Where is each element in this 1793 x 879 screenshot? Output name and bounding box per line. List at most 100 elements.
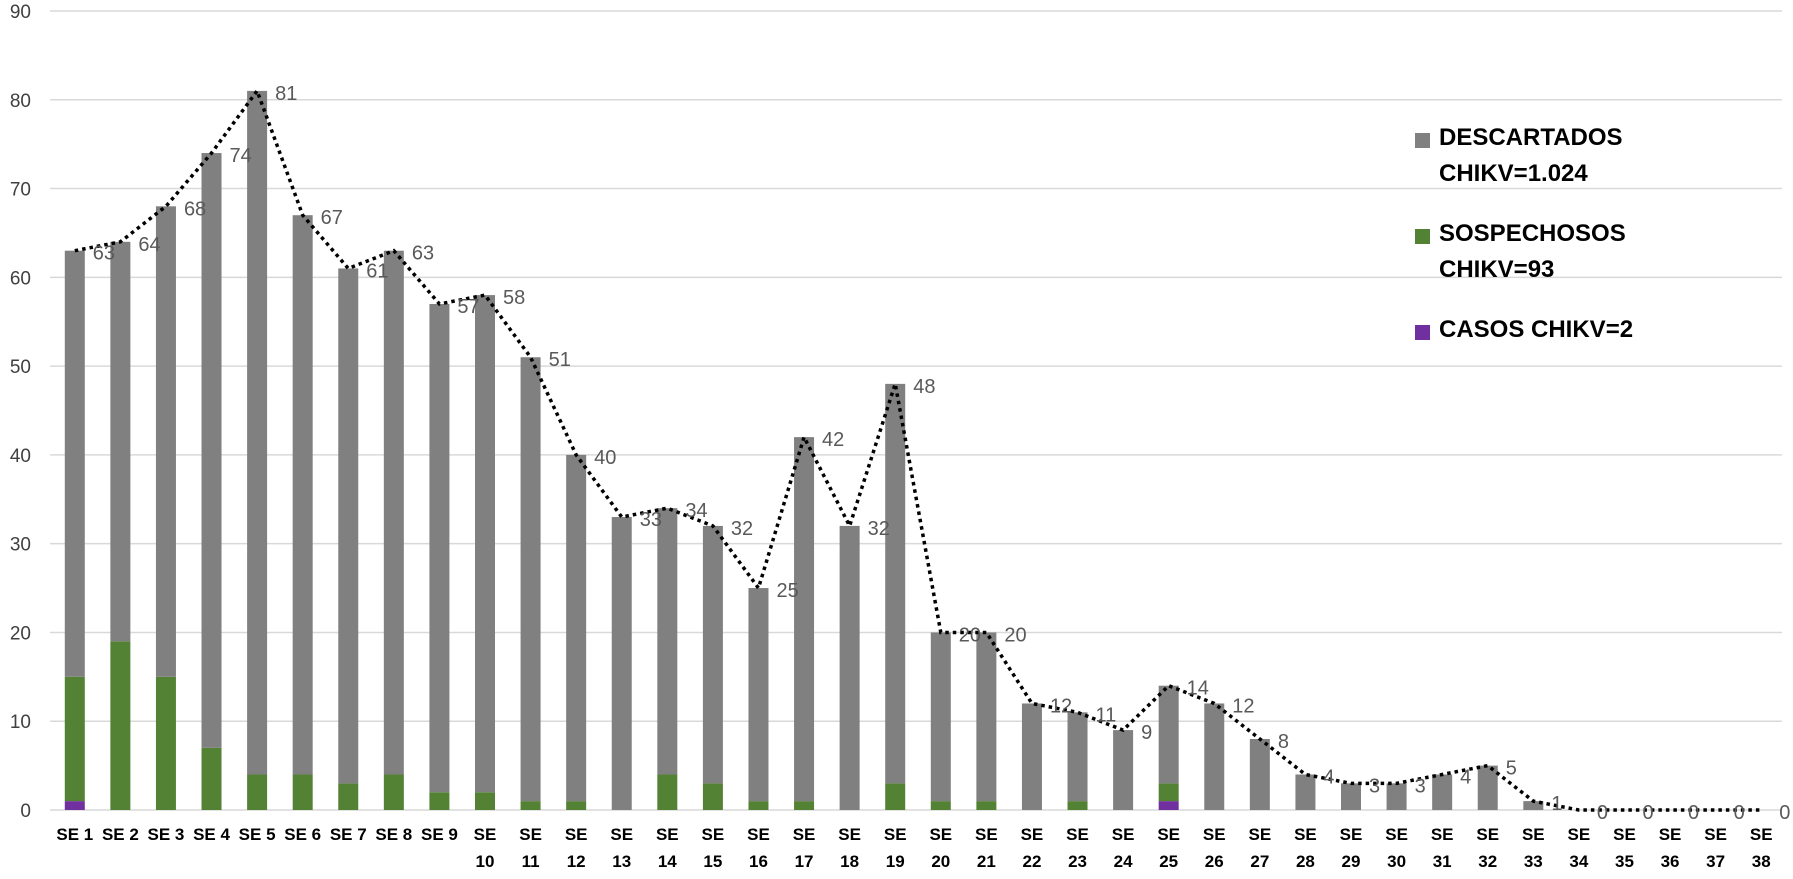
bar-sospechosos-15: [702, 783, 723, 810]
data-label-5: 81: [275, 83, 297, 105]
x-tick-label-21: SE 21: [975, 825, 998, 871]
x-tick-label-6: SE 6: [284, 825, 321, 844]
x-tick-label-5: SE 5: [239, 825, 276, 844]
bar-sospechosos-2: [110, 641, 131, 810]
data-label-38: 0: [1779, 802, 1790, 824]
legend: DESCARTADOS CHIKV=1.024 SOSPECHOSOS CHIK…: [1415, 120, 1699, 372]
y-tick-label-90: 90: [10, 2, 31, 23]
x-tick-label-17: SE 17: [793, 825, 816, 871]
y-tick-label-20: 20: [10, 623, 31, 644]
data-label-29: 3: [1369, 775, 1380, 797]
bar-descartados-14: [657, 508, 678, 775]
x-tick-label-26: SE 26: [1203, 825, 1226, 871]
x-tick-label-35: SE 35: [1613, 825, 1636, 871]
bar-sospechosos-17: [794, 801, 815, 810]
x-tick-label-31: SE 31: [1431, 825, 1454, 871]
x-tick-label-37: SE 37: [1704, 825, 1727, 871]
bar-descartados-28: [1295, 774, 1316, 810]
data-label-7: 61: [366, 260, 388, 282]
bar-sospechosos-23: [1067, 801, 1088, 810]
bar-descartados-16: [748, 588, 769, 802]
y-tick-label-0: 0: [20, 801, 31, 822]
bar-descartados-7: [338, 268, 359, 784]
bar-descartados-10: [475, 295, 495, 793]
x-tick-label-24: SE 24: [1112, 825, 1135, 871]
x-tick-label-13: SE 13: [610, 825, 633, 871]
data-label-15: 32: [731, 518, 753, 540]
bar-sospechosos-12: [566, 801, 587, 810]
x-tick-label-3: SE 3: [148, 825, 185, 844]
data-label-23: 11: [1096, 704, 1117, 726]
bar-sospechosos-4: [201, 747, 222, 810]
data-label-11: 51: [549, 349, 571, 371]
bar-descartados-13: [611, 517, 632, 810]
x-tick-label-18: SE 18: [838, 825, 861, 871]
x-tick-label-2: SE 2: [102, 825, 139, 844]
x-tick-label-10: SE 10: [474, 825, 497, 871]
bar-sospechosos-25: [1158, 783, 1179, 802]
bar-sospechosos-20: [930, 801, 951, 810]
bar-sospechosos-6: [292, 774, 313, 810]
bar-descartados-15: [702, 525, 723, 784]
y-tick-label-40: 40: [10, 446, 31, 467]
y-tick-label-30: 30: [10, 535, 31, 556]
bar-descartados-9: [429, 303, 450, 793]
x-tick-label-33: SE 33: [1522, 825, 1545, 871]
data-label-3: 68: [184, 198, 206, 220]
bar-descartados-18: [839, 525, 860, 810]
bar-descartados-33: [1523, 801, 1544, 810]
x-tick-label-15: SE 15: [702, 825, 725, 871]
data-label-1: 63: [93, 243, 115, 265]
y-axis-tick-labels: 0 10 20 30 40 50 60 70 80 90: [10, 2, 31, 822]
bar-descartados-17: [794, 437, 815, 802]
data-label-9: 57: [457, 296, 479, 318]
legend-label-descartados-line2: CHIKV=1.024: [1439, 160, 1588, 187]
x-axis-tick-labels: SE 1 SE 2 SE 3 SE 4 SE 5 SE 6 SE 7 SE 8 SE 9 SE 10…: [56, 825, 1772, 871]
bar-sospechosos-9: [429, 792, 450, 810]
data-label-35: 0: [1642, 802, 1653, 824]
data-label-26: 12: [1232, 695, 1254, 717]
x-tick-label-19: SE 19: [884, 825, 907, 871]
data-label-20: 20: [959, 624, 981, 646]
bar-descartados-26: [1204, 703, 1225, 810]
x-tick-label-7: SE 7: [330, 825, 367, 844]
x-tick-label-14: SE 14: [656, 825, 679, 871]
data-label-12: 40: [594, 447, 616, 469]
y-tick-label-60: 60: [10, 268, 31, 289]
data-label-14: 34: [685, 500, 707, 522]
x-tick-label-25: SE 25: [1157, 825, 1180, 871]
bar-descartados-25: [1158, 685, 1179, 784]
data-label-24: 9: [1141, 722, 1152, 744]
legend-swatch-sospechosos: [1415, 229, 1430, 244]
data-label-31: 4: [1460, 766, 1471, 788]
data-label-10: 58: [503, 287, 525, 309]
x-tick-label-22: SE 22: [1021, 825, 1044, 871]
bar-descartados-1: [64, 250, 85, 677]
x-tick-label-4: SE 4: [193, 825, 230, 844]
x-tick-label-34: SE 34: [1568, 825, 1591, 871]
bar-descartados-4: [201, 153, 222, 748]
y-tick-label-50: 50: [10, 357, 31, 378]
x-tick-label-27: SE 27: [1248, 825, 1271, 871]
bar-descartados-8: [383, 250, 404, 775]
data-label-18: 32: [868, 518, 890, 540]
bar-sospechosos-7: [338, 783, 359, 810]
y-tick-label-10: 10: [10, 712, 31, 733]
data-label-32: 5: [1506, 758, 1517, 780]
data-label-36: 0: [1688, 802, 1699, 824]
x-tick-label-30: SE 30: [1385, 825, 1408, 871]
bar-descartados-30: [1386, 783, 1407, 810]
bar-descartados-29: [1341, 783, 1361, 810]
data-label-8: 63: [412, 243, 434, 265]
bar-sospechosos-16: [748, 801, 769, 810]
data-label-37: 0: [1734, 802, 1745, 824]
bar-descartados-24: [1113, 730, 1134, 810]
bar-casos-1: [64, 801, 85, 810]
data-label-30: 3: [1415, 775, 1426, 797]
y-tick-label-80: 80: [10, 91, 31, 112]
x-tick-label-9: SE 9: [421, 825, 458, 844]
bar-descartados-5: [247, 90, 268, 775]
legend-swatch-descartados: [1415, 133, 1430, 148]
